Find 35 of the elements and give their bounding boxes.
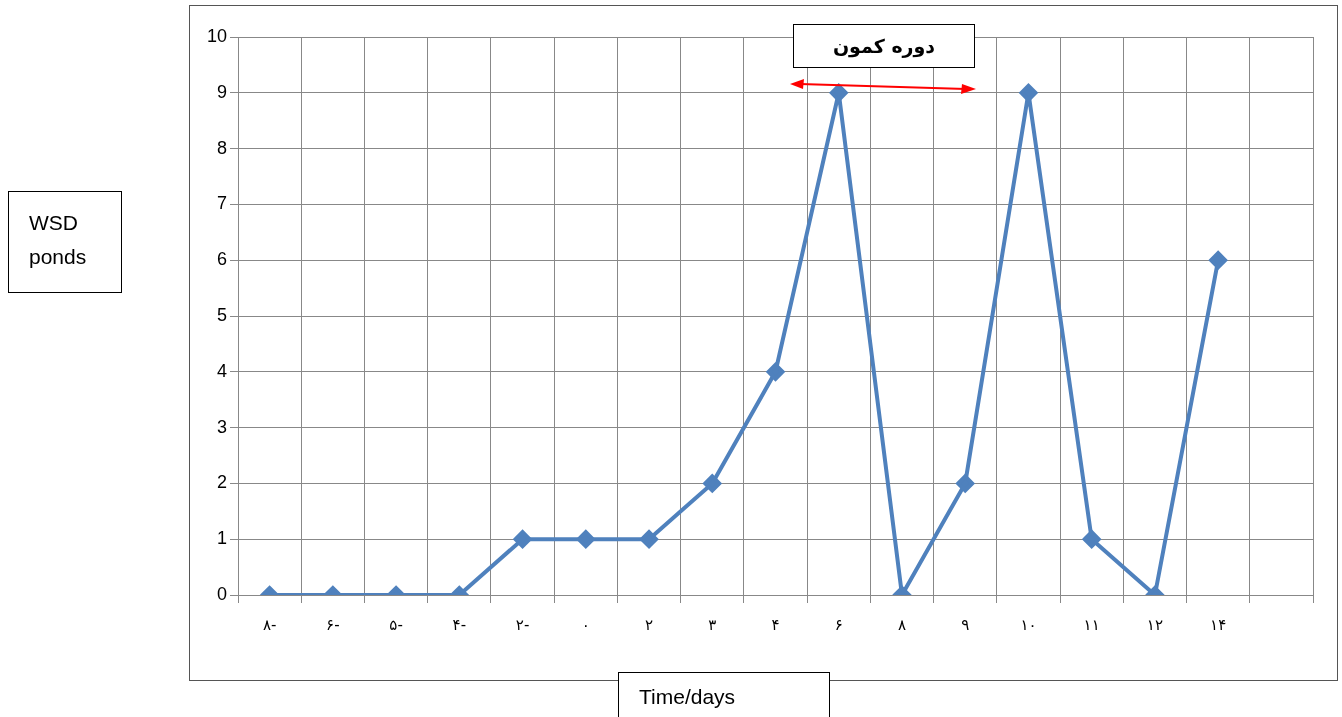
x-tick-label: ۱۱	[1083, 615, 1100, 634]
x-tick-label: ۴	[771, 615, 780, 634]
x-tick-label: ۱۴	[1210, 615, 1227, 634]
y-tick-label: 6	[216, 249, 227, 270]
x-tick-label: ۸	[897, 615, 906, 634]
y-tick-label: 3	[216, 416, 227, 437]
y-tick-label: 9	[216, 81, 227, 102]
x-tick-label: ۲-	[515, 615, 530, 634]
point	[1019, 83, 1038, 102]
point	[1209, 251, 1228, 270]
x-tick-label: ۳	[708, 615, 717, 634]
y-tick-label: 2	[216, 472, 227, 493]
text-box: دوره کمون	[793, 24, 975, 68]
x-tick-label: ۸-	[262, 615, 277, 634]
y-tick-label: 10	[206, 25, 227, 46]
x-tick-label: ۹	[961, 615, 970, 634]
x-axis-title: Time/days	[618, 672, 830, 717]
y-tick-label: 4	[216, 360, 227, 381]
x-tick-label: ۵-	[389, 615, 403, 634]
text: WSD ponds	[8, 191, 122, 293]
x-tick-label: ۰	[581, 615, 590, 634]
x-tick-label: ۲	[645, 615, 654, 634]
x-tick-label: ۴-	[452, 615, 467, 634]
annotation: دوره کمون	[832, 35, 936, 57]
x-tick-label: ۶-	[326, 615, 340, 634]
y-tick-label: 5	[216, 304, 227, 325]
y-tick-label: 0	[216, 583, 227, 604]
x-tick-label: ۶	[834, 615, 843, 634]
point	[766, 362, 785, 381]
x-tick-label: ۱۰	[1020, 615, 1037, 634]
point	[829, 83, 848, 102]
y-tick-label: 8	[216, 137, 227, 158]
y-tick-label: 1	[216, 528, 227, 549]
x-tick-label: ۱۲	[1146, 615, 1163, 634]
y-tick-label: 7	[216, 193, 227, 214]
